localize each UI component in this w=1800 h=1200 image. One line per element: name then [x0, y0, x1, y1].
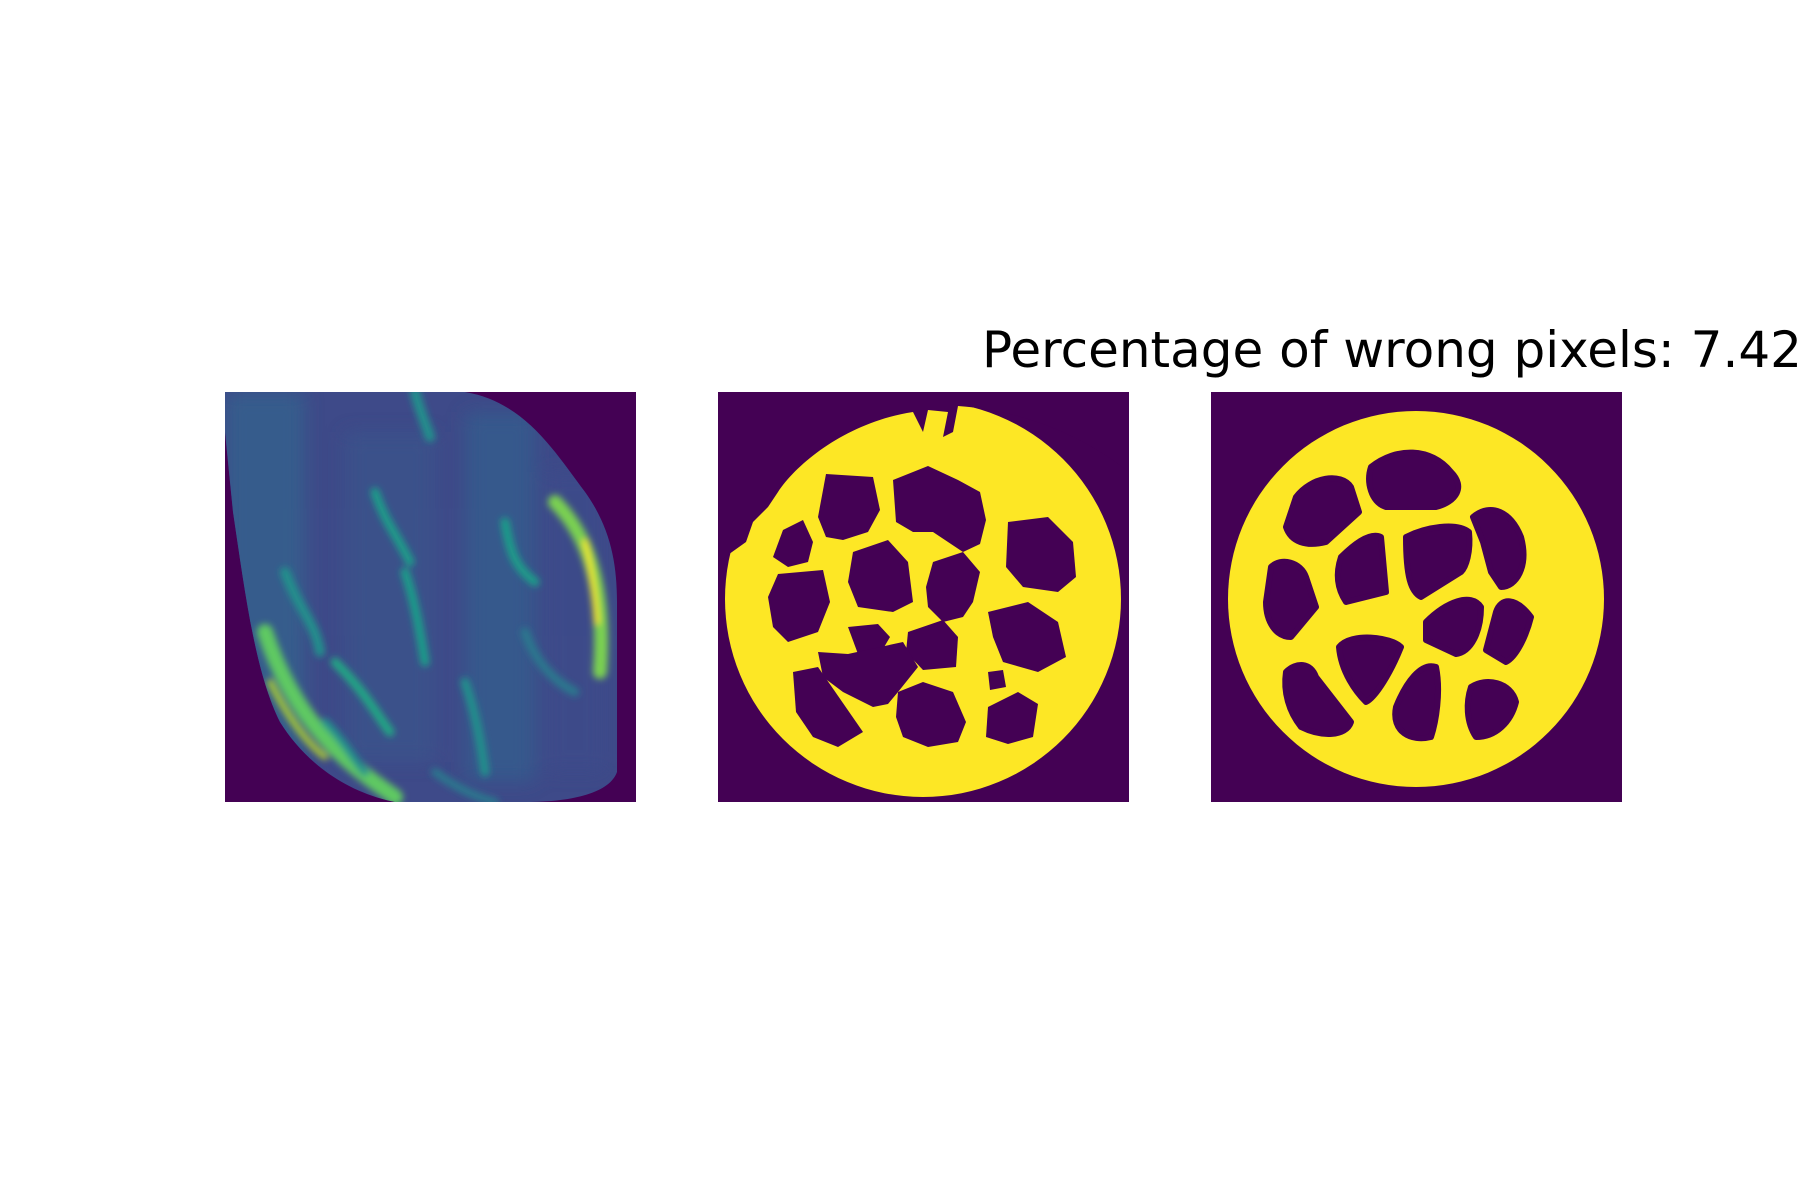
ground-truth-image-panel [1211, 392, 1622, 802]
prediction-image [718, 392, 1129, 802]
figure-title: Percentage of wrong pixels: 7.42 [982, 321, 1800, 379]
ground-truth-image [1211, 392, 1622, 802]
prediction-image-panel [718, 392, 1129, 802]
input-image-panel [225, 392, 636, 802]
input-image [225, 392, 636, 802]
